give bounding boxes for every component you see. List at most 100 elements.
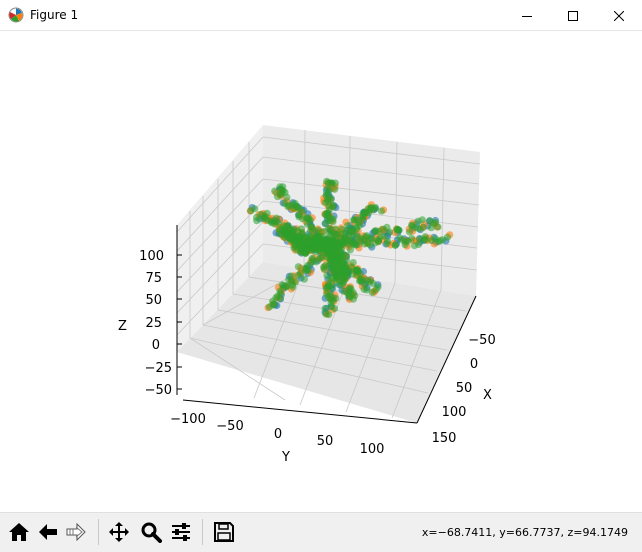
scatter-point	[374, 227, 383, 235]
scatter-point	[327, 226, 335, 234]
scatter-point	[247, 207, 255, 215]
scatter-point	[393, 225, 401, 233]
scatter-point	[346, 293, 354, 301]
scatter-point	[320, 265, 328, 273]
z-tick-label: 100	[139, 249, 164, 264]
z-tick-label: 0	[152, 338, 160, 353]
magnifier-icon	[141, 522, 162, 543]
scatter-point	[408, 222, 416, 230]
scatter-point	[349, 259, 357, 267]
scatter-point	[259, 214, 267, 222]
figure-canvas[interactable]: 100 75 50 25 0 −25 −50 Z −100 −50 0 50 1…	[0, 31, 642, 512]
back-button[interactable]	[34, 518, 62, 546]
scatter-point	[368, 288, 376, 296]
scatter-point	[280, 228, 288, 236]
zoom-button[interactable]	[137, 518, 165, 546]
window-title: Figure 1	[30, 8, 79, 22]
scatter-point	[331, 185, 339, 193]
scatter-point	[443, 233, 452, 241]
home-button[interactable]	[5, 518, 33, 546]
scatter-point	[308, 224, 316, 232]
scatter-point	[308, 238, 316, 246]
minimize-icon	[522, 15, 532, 17]
y-axis-label: Y	[281, 450, 290, 465]
scatter-point	[418, 216, 426, 224]
scatter-point	[369, 279, 377, 287]
sliders-icon	[172, 523, 190, 541]
scatter-point	[323, 189, 331, 198]
scatter-point	[338, 273, 346, 281]
z-axis-label: Z	[118, 319, 127, 334]
scatter-point	[302, 249, 310, 257]
y-axis-ticks: −100 −50 0 50 100	[170, 412, 384, 457]
z-tick-label: −50	[145, 383, 172, 398]
scatter-point	[265, 303, 273, 311]
scatter-point	[294, 263, 302, 271]
scatter-point	[272, 214, 280, 222]
scatter-point	[276, 294, 284, 302]
scatter-point	[281, 199, 289, 207]
x-tick-label: 100	[442, 405, 467, 420]
arrow-left-icon	[39, 524, 57, 540]
scatter-point	[327, 299, 335, 307]
scatter-point	[253, 213, 261, 221]
x-axis-label: X	[483, 388, 492, 403]
x-tick-label: 0	[470, 357, 478, 372]
scatter-point	[363, 286, 371, 294]
save-button[interactable]	[210, 518, 238, 546]
scatter-point	[294, 271, 302, 279]
scatter-point	[408, 235, 416, 243]
scatter-point	[370, 205, 378, 213]
scatter-point	[331, 304, 339, 313]
configure-subplots-button[interactable]	[167, 518, 195, 546]
scatter-point	[321, 304, 329, 313]
scatter-point	[410, 242, 419, 250]
scatter-point	[380, 232, 388, 240]
scatter-point	[374, 283, 382, 291]
y-tick-label: 50	[317, 434, 334, 449]
z-tick-label: 25	[145, 316, 162, 331]
scatter-point	[419, 223, 427, 231]
scatter-point	[329, 255, 337, 264]
pane-floor	[177, 262, 476, 423]
scatter-point	[279, 282, 287, 290]
scatter-point	[355, 221, 364, 230]
z-tick-label: 75	[145, 271, 162, 286]
cursor-coordinates: x=−68.7411, y=66.7737, z=94.1749	[421, 526, 628, 539]
maximize-icon	[568, 10, 578, 21]
scatter-point	[420, 236, 428, 244]
pane-back-left	[177, 125, 263, 352]
toolbar-separator	[202, 519, 203, 545]
scatter-point	[405, 228, 414, 236]
scatter-point	[324, 293, 332, 301]
maximize-button[interactable]	[550, 0, 596, 31]
scatter-point	[391, 241, 400, 249]
scatter-point	[322, 310, 330, 318]
scatter-point	[329, 201, 337, 209]
pan-button[interactable]	[105, 518, 133, 546]
scatter-point	[346, 246, 354, 254]
scatter-points	[246, 177, 454, 319]
forward-button[interactable]	[63, 518, 91, 546]
scatter-point	[338, 225, 346, 233]
3d-axes[interactable]: 100 75 50 25 0 −25 −50 Z −100 −50 0 50 1…	[0, 31, 642, 512]
x-axis-ticks: −50 0 50 100 150	[432, 333, 496, 446]
window-titlebar[interactable]: Figure 1	[0, 0, 642, 31]
scatter-point	[271, 187, 279, 195]
x-tick-label: −50	[468, 333, 495, 348]
close-button[interactable]	[596, 0, 642, 31]
x-tick-label: 150	[432, 431, 457, 446]
close-icon	[614, 10, 624, 21]
scatter-point	[301, 264, 309, 272]
scatter-point	[289, 283, 297, 291]
scatter-point	[367, 234, 375, 242]
scatter-point	[386, 228, 394, 236]
z-axis-ticks: 100 75 50 25 0 −25 −50	[139, 249, 182, 398]
arrow-right-icon	[66, 523, 86, 541]
scatter-point	[294, 232, 302, 240]
scatter-point	[364, 205, 372, 213]
minimize-button[interactable]	[504, 0, 550, 31]
scatter-point	[324, 179, 332, 187]
scatter-point	[428, 236, 436, 245]
toolbar-separator	[98, 519, 99, 545]
